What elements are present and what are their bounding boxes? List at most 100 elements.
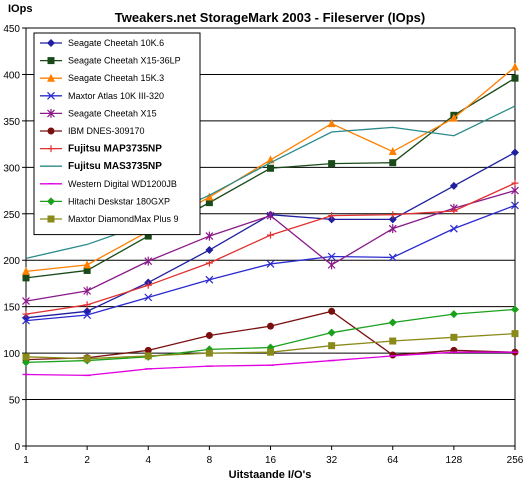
- data-point: [83, 260, 92, 269]
- legend-entry: Western Digital WD1200JB: [68, 179, 177, 189]
- y-tick-label: 250: [3, 210, 20, 221]
- data-point: [511, 74, 519, 82]
- data-point: [388, 147, 397, 156]
- legend-entry: Fujitsu MAP3735NP: [68, 144, 162, 155]
- data-point: [328, 342, 336, 350]
- data-point: [449, 224, 458, 233]
- legend-entry: Hitachi Deskstar 180GXP: [68, 196, 170, 206]
- data-point: [22, 353, 30, 361]
- y-axis-unit: IOps: [8, 3, 32, 15]
- data-point: [327, 119, 336, 128]
- data-point: [388, 318, 397, 327]
- y-tick-label: 400: [3, 70, 20, 81]
- data-point: [267, 322, 274, 330]
- data-point: [389, 211, 397, 219]
- data-point: [266, 260, 275, 268]
- data-point: [511, 186, 519, 196]
- legend-swatch-marker: [47, 145, 55, 153]
- data-point: [22, 310, 30, 318]
- data-point: [388, 253, 397, 262]
- legend-entry: Fujitsu MAS3735NP: [68, 161, 162, 172]
- data-point: [388, 215, 397, 224]
- data-point: [327, 328, 336, 337]
- data-point: [83, 311, 92, 319]
- data-point: [83, 301, 91, 309]
- legend-swatch-marker: [47, 73, 55, 82]
- y-tick-label: 100: [3, 349, 20, 360]
- legend-swatch-marker: [47, 215, 55, 223]
- data-point: [22, 316, 30, 325]
- data-point: [205, 349, 213, 357]
- data-point: [83, 266, 91, 274]
- x-tick-label: 64: [387, 455, 399, 466]
- data-point: [144, 256, 153, 266]
- data-point: [83, 286, 92, 296]
- data-point: [389, 351, 397, 359]
- legend-entry: IBM DNES-309170: [68, 126, 145, 136]
- data-point: [83, 355, 91, 363]
- data-point: [144, 346, 152, 354]
- y-tick-label: 450: [3, 24, 20, 35]
- data-point: [450, 333, 458, 341]
- data-point: [144, 352, 152, 360]
- data-point: [388, 224, 397, 234]
- legend-swatch-marker: [47, 197, 55, 206]
- data-point: [205, 331, 213, 339]
- data-point: [328, 160, 336, 168]
- data-point: [205, 192, 214, 201]
- data-point: [205, 259, 213, 267]
- y-tick-label: 300: [3, 163, 20, 174]
- legend-swatch-marker: [47, 57, 55, 65]
- plot-area: 0 50 100 150 200 250 300 350 400 450 1 2 4 8 16 32 64 128…: [3, 24, 523, 466]
- data-point: [266, 211, 275, 221]
- y-tick-label: 50: [9, 396, 21, 407]
- data-point: [144, 293, 153, 302]
- data-point: [267, 164, 274, 172]
- legend-swatch-marker: [47, 39, 55, 47]
- data-point: [22, 274, 30, 282]
- data-point: [267, 231, 274, 239]
- data-point: [22, 266, 30, 275]
- legend-swatch-marker: [47, 108, 55, 118]
- data-point: [328, 307, 336, 315]
- x-tick-label: 32: [326, 455, 338, 466]
- y-tick-label: 0: [14, 442, 20, 453]
- x-tick-label: 1: [23, 455, 29, 466]
- data-point: [389, 337, 397, 345]
- data-point: [144, 281, 152, 289]
- data-point: [511, 305, 519, 314]
- data-point: [511, 201, 519, 210]
- data-point: [144, 232, 152, 240]
- data-point: [327, 260, 336, 270]
- chart-title: Tweakers.net StorageMark 2003 - Fileserv…: [115, 10, 425, 25]
- data-point: [205, 231, 214, 241]
- data-point: [22, 358, 30, 367]
- x-axis-label: Uitstaande I/O's: [229, 469, 312, 480]
- legend-entry: Seagate Cheetah X15-36LP: [68, 56, 181, 66]
- x-tick-label: 128: [446, 455, 463, 466]
- series-line: [25, 105, 516, 259]
- legend-entry: Seagate Cheetah X15: [68, 108, 157, 118]
- legend-swatch-marker: [47, 127, 55, 135]
- y-tick-label: 200: [3, 256, 20, 267]
- x-tick-label: 2: [84, 455, 90, 466]
- data-point: [511, 62, 519, 71]
- x-tick-label: 8: [207, 455, 213, 466]
- x-tick-label: 16: [265, 455, 277, 466]
- data-point: [22, 296, 30, 306]
- data-point: [205, 246, 214, 255]
- data-point: [389, 159, 397, 167]
- data-point: [511, 148, 519, 157]
- data-point: [267, 348, 274, 356]
- data-point: [511, 179, 519, 187]
- legend-entry: Maxtor DiamondMax Plus 9: [68, 214, 179, 224]
- data-point: [205, 199, 213, 207]
- data-point: [449, 113, 458, 122]
- y-tick-label: 150: [3, 303, 20, 314]
- data-point: [328, 212, 336, 220]
- data-point: [205, 275, 214, 284]
- data-point: [327, 215, 336, 224]
- data-point: [511, 330, 519, 338]
- data-point: [450, 207, 458, 215]
